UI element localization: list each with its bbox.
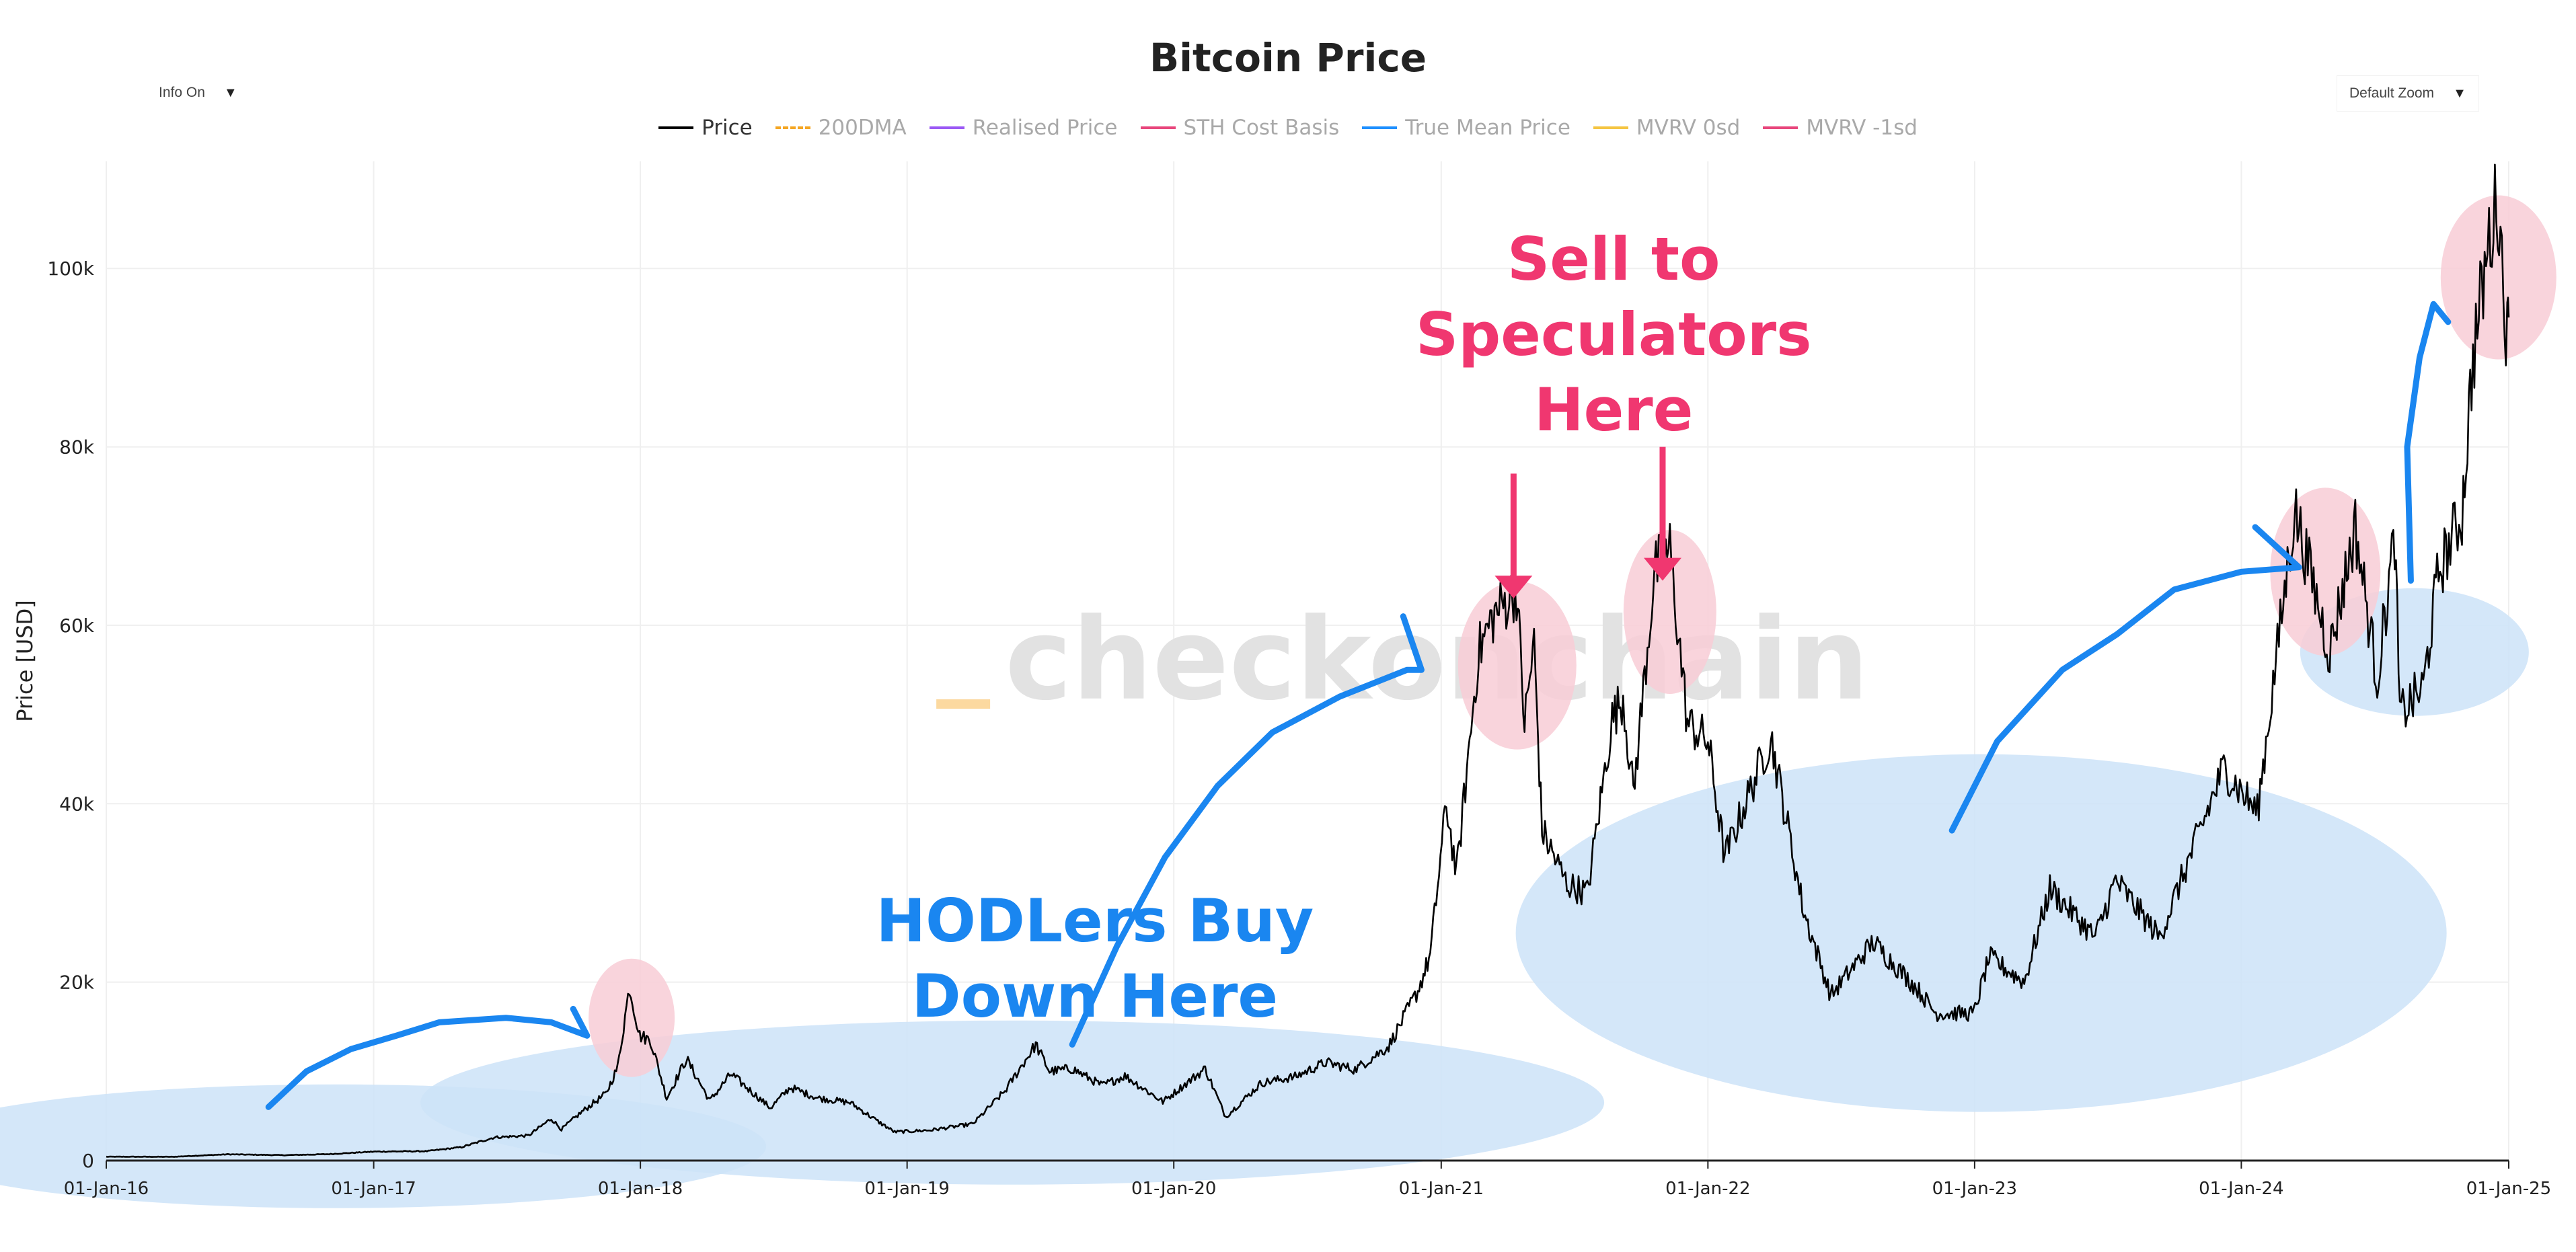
legend-swatch	[1362, 126, 1398, 129]
legend-swatch	[1593, 126, 1628, 129]
legend-label: Realised Price	[972, 116, 1118, 140]
y-tick-label: 60k	[59, 615, 95, 637]
x-tick-label: 01-Jan-16	[64, 1179, 149, 1199]
y-tick-label: 0	[82, 1150, 94, 1172]
legend-swatch	[929, 126, 964, 129]
legend-item[interactable]: True Mean Price	[1362, 116, 1570, 140]
sell-zone-highlight	[1623, 530, 1716, 695]
zoom-dropdown-label: Default Zoom	[2349, 85, 2435, 101]
legend-swatch	[1140, 126, 1176, 129]
x-tick-label: 01-Jan-22	[1665, 1179, 1750, 1199]
x-tick-label: 01-Jan-23	[1932, 1179, 2017, 1199]
watermark-bar	[936, 699, 991, 709]
trend-arrow	[1948, 524, 2302, 834]
watermark-text: checkonchain	[1005, 594, 1869, 726]
x-tick-label: 01-Jan-19	[864, 1179, 949, 1199]
legend-label: Price	[702, 116, 753, 140]
annotation-text: Sell to	[1507, 225, 1720, 294]
x-tick-label: 01-Jan-24	[2199, 1179, 2283, 1199]
annotation-text: HODLers Buy	[876, 886, 1314, 955]
legend-item[interactable]: MVRV -1sd	[1763, 116, 1918, 140]
buy-zone-highlight	[420, 1020, 1605, 1185]
legend-swatch	[775, 126, 810, 129]
legend-item[interactable]: MVRV 0sd	[1593, 116, 1740, 140]
annotation-text: Here	[1534, 375, 1693, 444]
y-tick-label: 80k	[59, 436, 95, 459]
y-tick-label: 100k	[47, 258, 94, 280]
down-arrow-head-icon	[1643, 557, 1681, 581]
down-arrow-head-icon	[1494, 576, 1533, 599]
legend-item[interactable]: STH Cost Basis	[1140, 116, 1340, 140]
chart-legend: Price 200DMA Realised Price STH Cost Basis T…	[0, 116, 2576, 140]
trend-arrow	[1069, 613, 1425, 1048]
legend-item[interactable]: 200DMA	[775, 116, 907, 140]
highlight-zones	[0, 195, 2556, 1208]
legend-swatch	[1763, 126, 1798, 129]
x-tick-label: 01-Jan-20	[1131, 1179, 1216, 1199]
annotations: HODLers Buy Down Here Sell toSpeculatorsHe…	[876, 225, 1811, 1031]
axes: 01-Jan-16 01-Jan-17 01-Jan-18 01-Jan-19 01-J…	[12, 258, 2551, 1199]
sell-zone-highlight	[589, 958, 675, 1077]
sell-arrows	[1494, 446, 1681, 599]
chart-title: Bitcoin Price	[1149, 35, 1427, 81]
trend-arrows	[265, 301, 2452, 1110]
legend-label: 200DMA	[818, 116, 907, 140]
info-dropdown-label: Info On	[159, 85, 205, 100]
annotation-text: Down Here	[912, 962, 1279, 1031]
legend-label: MVRV -1sd	[1806, 116, 1918, 140]
caret-down-icon: ▼	[223, 85, 237, 100]
info-dropdown[interactable]: Info On ▼	[147, 75, 250, 110]
trend-arrow	[2404, 301, 2452, 584]
legend-label: STH Cost Basis	[1183, 116, 1340, 140]
legend-item[interactable]: Price	[658, 116, 753, 140]
x-tick-label: 01-Jan-25	[2466, 1179, 2551, 1199]
sell-zone-highlight	[1457, 581, 1577, 750]
y-tick-label: 40k	[59, 793, 95, 815]
caret-down-icon: ▼	[2453, 85, 2466, 101]
x-tick-label: 01-Jan-17	[331, 1179, 416, 1199]
y-axis-label: Price [USD]	[12, 600, 38, 722]
zoom-dropdown[interactable]: Default Zoom ▼	[2337, 75, 2479, 112]
x-tick-label: 01-Jan-18	[598, 1179, 683, 1199]
trend-arrow	[265, 1005, 591, 1110]
y-tick-label: 20k	[59, 972, 95, 994]
price-series-line	[106, 163, 2510, 1158]
x-tick-label: 01-Jan-21	[1399, 1179, 1484, 1199]
legend-swatch	[658, 126, 694, 129]
buy-zone-highlight	[1515, 754, 2447, 1112]
annotation-text: Speculators	[1416, 300, 1812, 369]
legend-item[interactable]: Realised Price	[929, 116, 1118, 140]
legend-label: True Mean Price	[1405, 116, 1570, 140]
sell-zone-highlight	[2440, 195, 2556, 360]
watermark: checkonchain	[936, 594, 1869, 726]
legend-label: MVRV 0sd	[1636, 116, 1741, 140]
